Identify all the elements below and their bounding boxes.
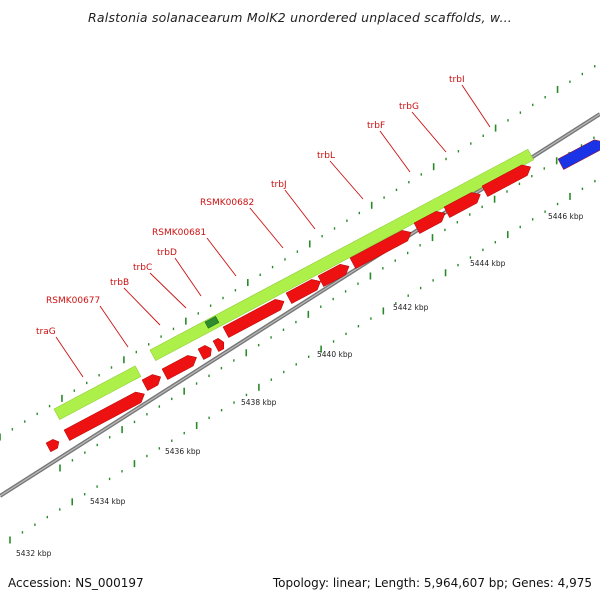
gene-label[interactable]: RSMK00677	[46, 296, 100, 306]
scale-label: 5434 kbp	[90, 497, 126, 506]
gene-leader-line	[329, 160, 364, 200]
gene-leader-line	[206, 237, 237, 277]
gene-arrow[interactable]	[349, 230, 412, 269]
scale-label: 5444 kbp	[470, 259, 506, 268]
gene-leader-line	[174, 257, 202, 297]
scale-label: 5440 kbp	[317, 350, 353, 359]
map-title: Ralstonia solanacearum MolK2 unordered u…	[88, 10, 512, 25]
gene-leader-line	[284, 189, 316, 230]
gene-leader-line	[249, 207, 284, 249]
gene-arrow[interactable]	[222, 299, 285, 338]
accession-text: Accession: NS_000197	[8, 576, 144, 590]
scale-label: 5442 kbp	[393, 303, 429, 312]
gene-arrow[interactable]	[141, 374, 162, 391]
blue-feature-arrow[interactable]	[557, 139, 600, 170]
gene-arrow[interactable]	[45, 439, 60, 453]
feature-bar-1[interactable]	[53, 365, 142, 421]
gene-label[interactable]: trbD	[157, 248, 177, 258]
feature-bar-2[interactable]	[149, 148, 534, 362]
gene-leader-line	[149, 272, 187, 309]
gene-label[interactable]: trbG	[399, 102, 419, 112]
gene-label[interactable]: trbL	[317, 151, 335, 161]
gene-arrow[interactable]	[63, 391, 145, 441]
gene-arrow[interactable]	[212, 337, 225, 352]
gene-leader-line	[411, 111, 447, 153]
gene-leader-line	[123, 287, 161, 326]
scale-label: 5446 kbp	[548, 212, 584, 221]
gene-label[interactable]: trbB	[110, 278, 129, 288]
gene-label[interactable]: trbJ	[271, 180, 287, 190]
gene-label[interactable]: trbI	[449, 75, 465, 85]
gene-arrow[interactable]	[197, 345, 212, 360]
gene-arrow[interactable]	[481, 164, 532, 197]
gene-leader-line	[379, 130, 411, 173]
scale-label: 5436 kbp	[165, 447, 201, 456]
scale-label: 5438 kbp	[241, 398, 277, 407]
scale-label: 5432 kbp	[16, 549, 52, 558]
topology-summary: Topology: linear; Length: 5,964,607 bp; …	[272, 576, 592, 590]
gene-leader-line	[461, 84, 491, 128]
gene-arrow[interactable]	[285, 279, 321, 304]
gene-label[interactable]: traG	[36, 327, 56, 337]
feature-bar-marker[interactable]	[204, 315, 220, 329]
gene-label[interactable]: RSMK00682	[200, 198, 254, 208]
gene-leader-line	[99, 305, 129, 348]
gene-label[interactable]: trbF	[367, 121, 385, 131]
gene-label[interactable]: trbC	[133, 263, 152, 273]
gene-label[interactable]: RSMK00681	[152, 228, 206, 238]
gene-arrow[interactable]	[413, 211, 446, 234]
gene-arrow[interactable]	[317, 264, 350, 287]
gene-leader-line	[55, 336, 84, 378]
gene-arrow[interactable]	[443, 192, 481, 218]
gene-arrow[interactable]	[161, 355, 197, 380]
